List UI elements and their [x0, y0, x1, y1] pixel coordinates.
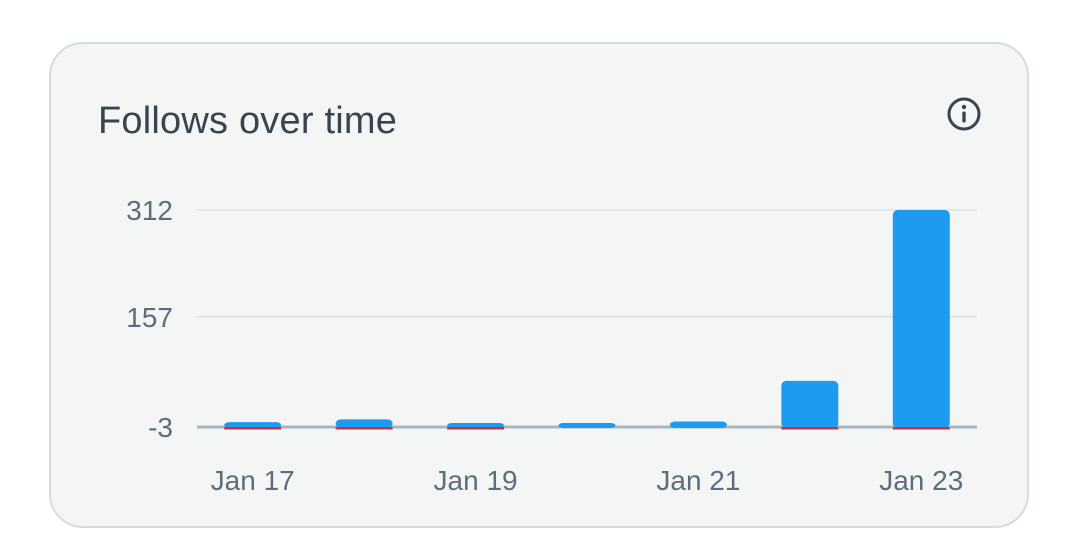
bar-follows-jan-17[interactable]: [224, 422, 282, 428]
bar-unfollows-jan-23[interactable]: [892, 427, 950, 430]
y-tick-label: -3: [148, 412, 173, 443]
bar-follows-jan-19[interactable]: [447, 423, 505, 428]
bar-follows-jan-18[interactable]: [335, 419, 393, 428]
bar-unfollows-jan-17[interactable]: [224, 427, 282, 430]
x-tick-label: Jan 17: [211, 465, 295, 496]
bar-unfollows-jan-22[interactable]: [781, 427, 839, 430]
card-title: Follows over time: [98, 100, 398, 142]
x-tick-label: Jan 19: [434, 465, 518, 496]
bar-follows-jan-20[interactable]: [558, 423, 616, 428]
bar-unfollows-jan-18[interactable]: [335, 427, 393, 430]
bar-follows-jan-21[interactable]: [669, 421, 727, 428]
follows-card: Follows over time 312 157 -3 Jan 17 Jan 19 J…: [49, 42, 1029, 528]
bar-unfollows-jan-19[interactable]: [447, 427, 505, 430]
x-tick-label: Jan 21: [656, 465, 740, 496]
info-icon[interactable]: [946, 96, 982, 132]
bar-follows-jan-23[interactable]: [892, 210, 950, 428]
bar-follows-jan-22[interactable]: [781, 380, 839, 428]
follows-bar-chart: 312 157 -3 Jan 17 Jan 19 Jan 21 Jan 23: [126, 195, 977, 496]
y-tick-label: 157: [126, 302, 173, 333]
x-tick-label: Jan 23: [879, 465, 963, 496]
y-tick-label: 312: [126, 195, 173, 226]
